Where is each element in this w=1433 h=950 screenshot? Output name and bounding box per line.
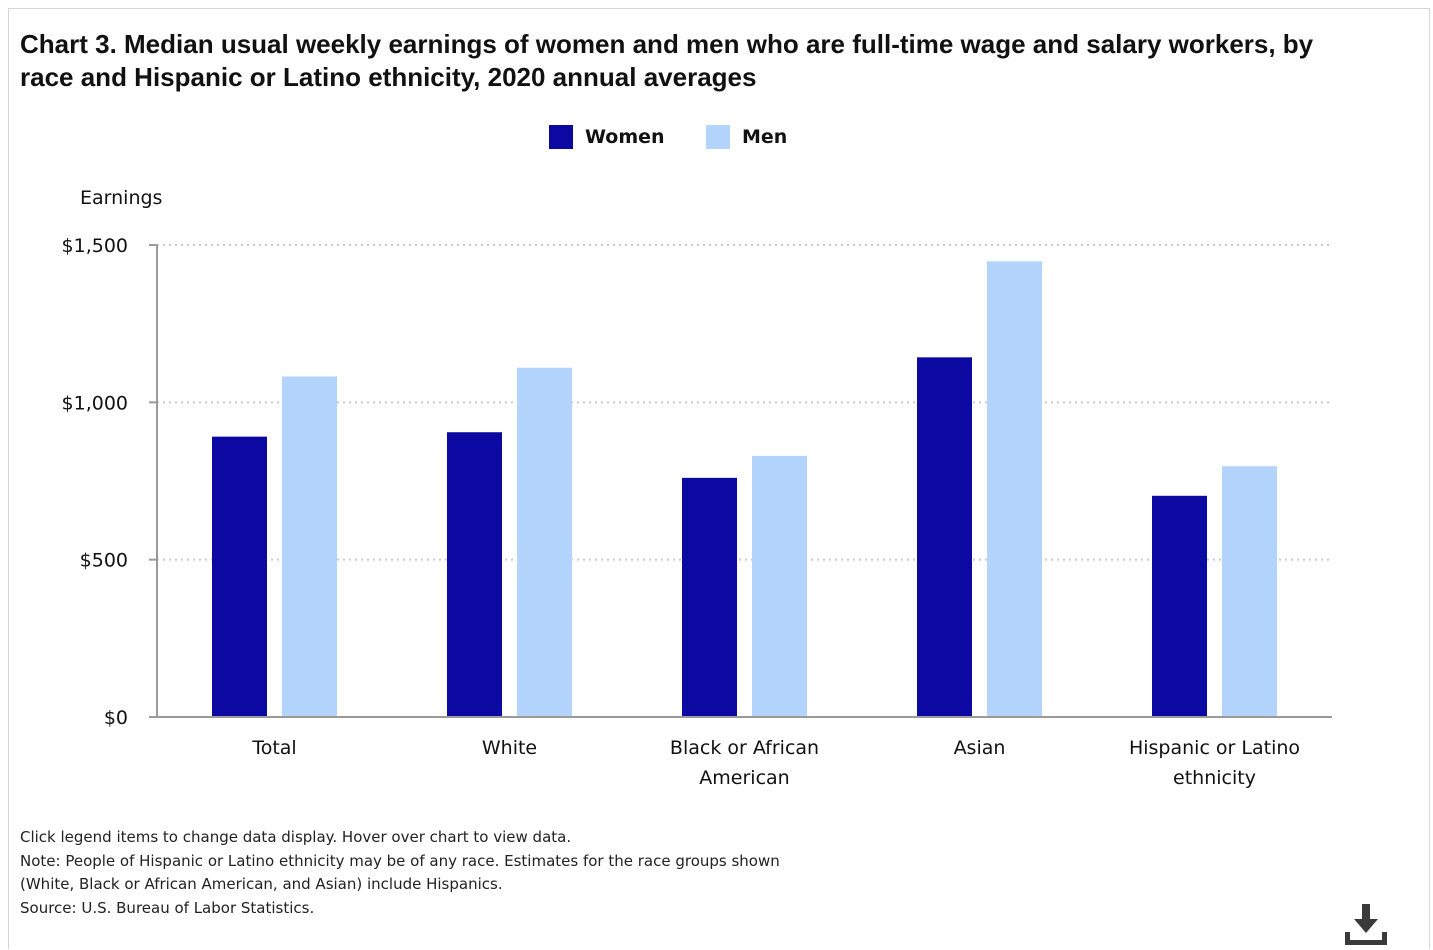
note-source: Source: U.S. Bureau of Labor Statistics. <box>20 898 315 917</box>
x-tick-label: American <box>699 767 789 789</box>
bar-women[interactable] <box>1152 495 1207 717</box>
chart-frame <box>8 8 1430 949</box>
note-instructions: Click legend items to change data displa… <box>20 828 572 846</box>
legend-label-women: Women <box>585 126 665 148</box>
legend-item-men[interactable]: Men <box>706 122 787 152</box>
download-icon <box>1345 904 1387 945</box>
download-button[interactable] <box>1343 902 1389 946</box>
note-hispanic: Note: People of Hispanic or Latino ethni… <box>20 851 780 870</box>
chart-title: Chart 3. Median usual weekly earnings of… <box>20 29 1314 92</box>
bar-women[interactable] <box>917 357 972 717</box>
y-tick-label: $1,500 <box>62 235 128 257</box>
legend-swatch-women <box>549 125 573 149</box>
y-axis-label: Earnings <box>80 187 163 209</box>
bar-men[interactable] <box>1222 466 1277 717</box>
note-hispanic-cont: (White, Black or African American, and A… <box>20 875 503 893</box>
chart-legend: Women Men <box>0 122 1340 152</box>
legend-label-men: Men <box>742 126 788 148</box>
bar-women[interactable] <box>447 432 502 717</box>
x-tick-label: Total <box>251 737 296 759</box>
y-tick-label: $0 <box>104 707 128 729</box>
y-tick-label: $1,000 <box>62 392 128 414</box>
x-tick-label: ethnicity <box>1173 767 1256 789</box>
x-tick-label: Asian <box>954 737 1006 759</box>
bar-men[interactable] <box>517 367 572 717</box>
bar-men[interactable] <box>282 376 337 717</box>
legend-swatch-men <box>706 125 730 149</box>
x-tick-label: White <box>482 737 537 759</box>
x-tick-label: Hispanic or Latino <box>1129 737 1300 759</box>
chart-notes: Click legend items to change data displa… <box>20 826 780 920</box>
bar-women[interactable] <box>682 477 737 717</box>
legend-item-women[interactable]: Women <box>549 122 665 152</box>
bar-men[interactable] <box>987 261 1042 717</box>
bar-women[interactable] <box>212 436 267 717</box>
y-tick-label: $500 <box>80 550 128 572</box>
x-tick-label: Black or African <box>670 737 819 759</box>
bar-men[interactable] <box>752 455 807 717</box>
